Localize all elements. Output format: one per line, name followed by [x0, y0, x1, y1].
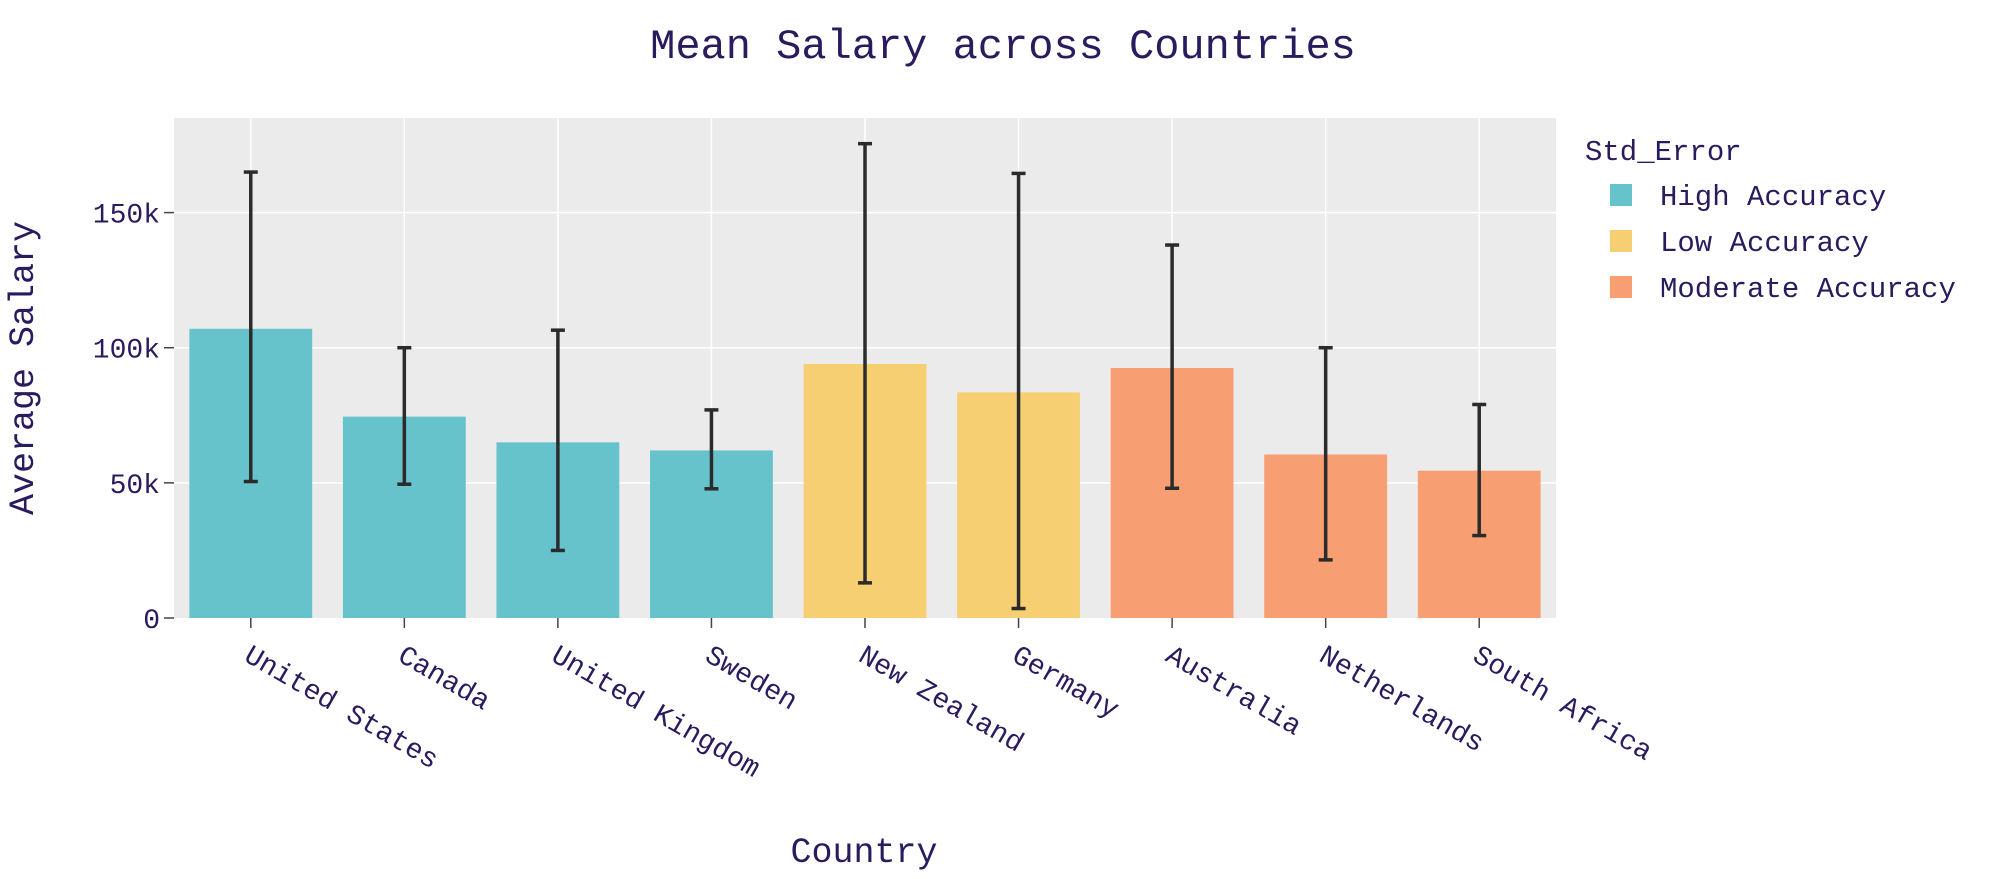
error-bar [397, 345, 412, 486]
legend-label: High Accuracy [1660, 181, 1886, 214]
error-bar [550, 328, 565, 553]
legend-swatch [1610, 184, 1632, 206]
x-tick-label: Sweden [699, 641, 802, 718]
error-bar [1472, 402, 1487, 538]
x-tick-label: Canada [392, 641, 495, 718]
error-bar [1011, 171, 1026, 611]
error-bar [704, 408, 719, 491]
x-axis-title: Country [790, 833, 937, 873]
y-tick-label: 50k [110, 471, 160, 502]
error-bars [243, 141, 1487, 611]
legend-item: High Accuracy [1610, 181, 1886, 214]
x-tick-label: South Africa [1467, 641, 1657, 769]
error-bar [858, 141, 872, 585]
error-bar [1165, 243, 1180, 491]
legend-item: Moderate Accuracy [1610, 273, 1956, 306]
x-tick-label: Netherlands [1313, 641, 1489, 760]
error-bar [1318, 345, 1333, 562]
x-tick-label: New Zealand [853, 641, 1029, 760]
y-axis-title: Average Salary [4, 221, 44, 515]
legend-label: Moderate Accuracy [1660, 273, 1956, 306]
legend-item: Low Accuracy [1610, 227, 1869, 260]
x-tick-label: Germany [1006, 641, 1123, 727]
legend-label: Low Accuracy [1660, 227, 1869, 260]
y-tick-label: 0 [143, 606, 160, 637]
y-tick-label: 150k [93, 201, 160, 232]
chart-title: Mean Salary across Countries [650, 23, 1356, 71]
error-bar [243, 170, 258, 484]
y-axis: 0 50k 100k 150k [93, 201, 174, 637]
legend-swatch [1610, 276, 1632, 298]
legend: Std_Error High Accuracy Low Accuracy Moder… [1585, 136, 1956, 306]
legend-title: Std_Error [1585, 136, 1742, 169]
y-tick-label: 100k [93, 336, 160, 367]
x-tick-label: Australia [1160, 641, 1306, 743]
legend-swatch [1610, 230, 1632, 252]
